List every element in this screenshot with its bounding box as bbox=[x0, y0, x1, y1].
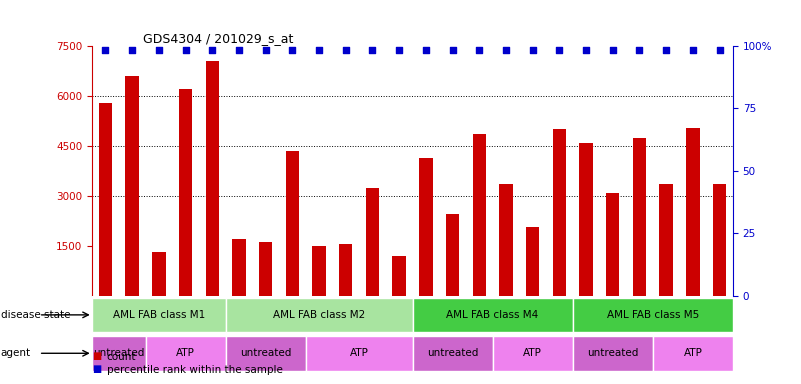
Point bbox=[500, 47, 513, 53]
Bar bbox=[92, 336, 146, 371]
Point bbox=[99, 47, 112, 53]
Bar bbox=[659, 184, 673, 296]
Point bbox=[526, 47, 539, 53]
Bar bbox=[206, 61, 219, 296]
Text: AML FAB class M1: AML FAB class M1 bbox=[113, 310, 205, 320]
Point bbox=[179, 47, 192, 53]
Text: ATP: ATP bbox=[176, 348, 195, 358]
Bar bbox=[553, 129, 566, 296]
Text: untreated: untreated bbox=[427, 348, 478, 358]
Text: untreated: untreated bbox=[93, 348, 144, 358]
Text: GDS4304 / 201029_s_at: GDS4304 / 201029_s_at bbox=[143, 32, 294, 45]
Point bbox=[152, 47, 165, 53]
Bar bbox=[499, 184, 513, 296]
Bar bbox=[92, 298, 226, 332]
Text: ATP: ATP bbox=[523, 348, 542, 358]
Bar bbox=[633, 137, 646, 296]
Bar bbox=[392, 256, 406, 296]
Text: agent: agent bbox=[1, 348, 31, 358]
Bar bbox=[446, 214, 459, 296]
Bar bbox=[713, 184, 727, 296]
Text: ■: ■ bbox=[92, 364, 102, 374]
Bar bbox=[419, 157, 433, 296]
Bar bbox=[686, 127, 699, 296]
Text: disease state: disease state bbox=[1, 310, 70, 320]
Point bbox=[286, 47, 299, 53]
Bar bbox=[579, 142, 593, 296]
Point bbox=[340, 47, 352, 53]
Text: count: count bbox=[107, 353, 136, 362]
Point bbox=[392, 47, 405, 53]
Point bbox=[606, 47, 619, 53]
Bar bbox=[573, 336, 653, 371]
Point bbox=[580, 47, 593, 53]
Point bbox=[713, 47, 726, 53]
Point bbox=[633, 47, 646, 53]
Point bbox=[366, 47, 379, 53]
Text: ■: ■ bbox=[92, 351, 102, 361]
Bar bbox=[493, 336, 573, 371]
Bar bbox=[226, 298, 413, 332]
Text: AML FAB class M5: AML FAB class M5 bbox=[606, 310, 699, 320]
Point bbox=[206, 47, 219, 53]
Point bbox=[260, 47, 272, 53]
Bar bbox=[653, 336, 733, 371]
Point bbox=[686, 47, 699, 53]
Point bbox=[660, 47, 673, 53]
Bar bbox=[152, 252, 166, 296]
Point bbox=[553, 47, 566, 53]
Bar bbox=[526, 227, 539, 296]
Text: ATP: ATP bbox=[683, 348, 702, 358]
Bar bbox=[259, 242, 272, 296]
Bar bbox=[306, 336, 413, 371]
Bar bbox=[339, 244, 352, 296]
Bar bbox=[366, 187, 379, 296]
Point bbox=[312, 47, 325, 53]
Point bbox=[420, 47, 433, 53]
Text: AML FAB class M4: AML FAB class M4 bbox=[446, 310, 539, 320]
Bar bbox=[413, 298, 573, 332]
Text: AML FAB class M2: AML FAB class M2 bbox=[273, 310, 365, 320]
Bar bbox=[413, 336, 493, 371]
Bar bbox=[312, 246, 326, 296]
Bar bbox=[232, 239, 246, 296]
Bar bbox=[226, 336, 306, 371]
Point bbox=[473, 47, 485, 53]
Bar bbox=[473, 134, 486, 296]
Bar bbox=[179, 89, 192, 296]
Text: untreated: untreated bbox=[587, 348, 638, 358]
Text: percentile rank within the sample: percentile rank within the sample bbox=[107, 365, 283, 375]
Text: ATP: ATP bbox=[350, 348, 368, 358]
Point bbox=[446, 47, 459, 53]
Point bbox=[232, 47, 245, 53]
Point bbox=[126, 47, 139, 53]
Bar bbox=[286, 151, 299, 296]
Bar bbox=[606, 192, 619, 296]
Bar bbox=[126, 76, 139, 296]
Bar bbox=[146, 336, 226, 371]
Bar bbox=[99, 103, 112, 296]
Text: untreated: untreated bbox=[240, 348, 292, 358]
Bar bbox=[573, 298, 733, 332]
